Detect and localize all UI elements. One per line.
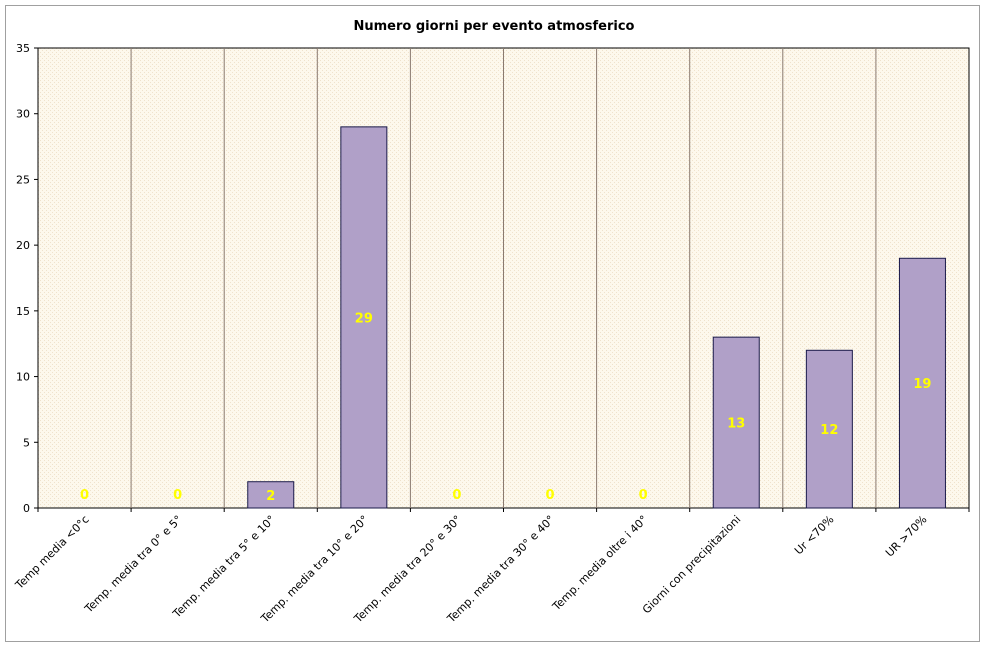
x-tick-label: Temp. media tra 20° e 30° bbox=[351, 513, 464, 626]
bars bbox=[247, 126, 946, 509]
x-tick-label: Temp. media tra 10° e 20° bbox=[258, 513, 371, 626]
grid-lines bbox=[130, 48, 877, 508]
data-label: 19 bbox=[913, 377, 931, 392]
x-tick-label: Temp media <0°c bbox=[12, 513, 91, 592]
data-label: 0 bbox=[546, 488, 555, 503]
data-label: 29 bbox=[355, 311, 373, 326]
x-tick-label: UR >70% bbox=[883, 513, 930, 560]
y-tick-label: 5 bbox=[23, 436, 30, 449]
data-label: 2 bbox=[266, 489, 275, 504]
x-tick-label: Temp. media tra 30° e 40° bbox=[444, 513, 557, 626]
bar bbox=[247, 481, 295, 509]
x-tick-label: Giorni con precipitazioni bbox=[640, 513, 743, 616]
x-tick-label: Temp. media tra 0° e 5° bbox=[82, 513, 185, 616]
bar bbox=[898, 257, 946, 509]
x-tick-label: Temp. media oltre i 40° bbox=[549, 513, 650, 614]
data-label: 13 bbox=[727, 417, 745, 432]
bar bbox=[712, 336, 760, 509]
y-tick-label: 15 bbox=[16, 305, 30, 318]
data-label: 0 bbox=[80, 488, 89, 503]
data-label: 0 bbox=[173, 488, 182, 503]
data-label: 0 bbox=[452, 488, 461, 503]
y-tick-label: 35 bbox=[16, 42, 30, 55]
y-tick-label: 25 bbox=[16, 173, 30, 186]
bar bbox=[340, 126, 388, 509]
y-axis: 0 5 10 15 20 25 30 35 bbox=[16, 42, 39, 515]
y-tick-label: 0 bbox=[23, 502, 30, 515]
data-label: 0 bbox=[639, 488, 648, 503]
bar bbox=[805, 349, 853, 509]
y-tick-label: 30 bbox=[16, 108, 30, 121]
x-tick-label: Ur <70% bbox=[792, 513, 836, 557]
data-labels: 0 0 2 29 0 0 0 13 12 19 bbox=[80, 311, 931, 503]
y-tick-label: 10 bbox=[16, 371, 30, 384]
chart-frame: Numero giorni per evento atmosferico 0 0 2… bbox=[5, 5, 980, 642]
y-tick-label: 20 bbox=[16, 239, 30, 252]
bar-chart: Numero giorni per evento atmosferico 0 0 2… bbox=[12, 19, 970, 626]
chart-title: Numero giorni per evento atmosferico bbox=[354, 19, 635, 34]
data-label: 12 bbox=[820, 423, 838, 438]
x-tick-label: Temp. media tra 5° e 10° bbox=[170, 513, 278, 621]
